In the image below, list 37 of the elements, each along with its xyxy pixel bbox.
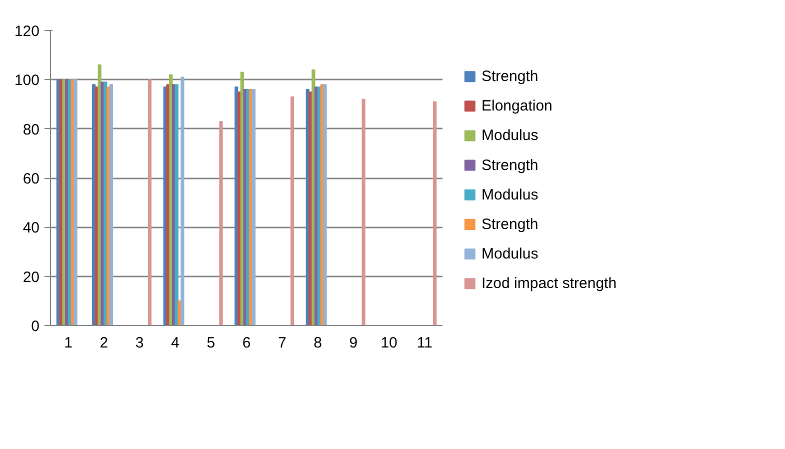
x-tick-label: 3	[135, 334, 144, 352]
x-tick-label: 8	[314, 334, 322, 352]
y-tick-label: 80	[22, 121, 40, 138]
x-tick-label: 2	[100, 334, 108, 352]
y-tick-label: 100	[14, 72, 40, 90]
bar	[180, 76, 184, 326]
bar	[219, 120, 223, 326]
x-tick-label: 5	[206, 334, 216, 352]
legend-label: Modulus	[482, 246, 538, 263]
y-tick-label: 120	[14, 23, 40, 40]
x-tick-label: 9	[349, 334, 358, 352]
x-tick-label: 7	[278, 334, 286, 352]
y-tick-label: 20	[22, 268, 40, 286]
bar	[74, 79, 78, 326]
bar	[148, 79, 152, 326]
legend-label: Modulus	[482, 186, 538, 204]
x-tick-label: 4	[171, 334, 180, 352]
bar	[323, 84, 327, 326]
x-tick-label: 6	[242, 334, 251, 352]
bar	[252, 89, 256, 326]
legend-label: Strength	[482, 216, 538, 233]
bar	[290, 96, 294, 326]
legend-label: Strength	[482, 156, 538, 174]
bar	[362, 98, 366, 326]
y-tick-label: 60	[22, 170, 40, 188]
legend-label: Elongation	[482, 98, 552, 115]
legend-label: Modulus	[482, 127, 538, 144]
bar	[174, 84, 178, 326]
x-tick-label: 1	[64, 334, 72, 352]
y-tick-label: 0	[31, 318, 40, 335]
legend-label: Strength	[482, 68, 538, 86]
x-tick-label: 11	[416, 334, 432, 352]
y-tick-label: 40	[22, 220, 40, 237]
legend-label: Izod impact strength	[482, 275, 617, 292]
bar	[109, 84, 113, 326]
bar	[433, 101, 437, 326]
x-tick-label: 10	[380, 334, 398, 352]
